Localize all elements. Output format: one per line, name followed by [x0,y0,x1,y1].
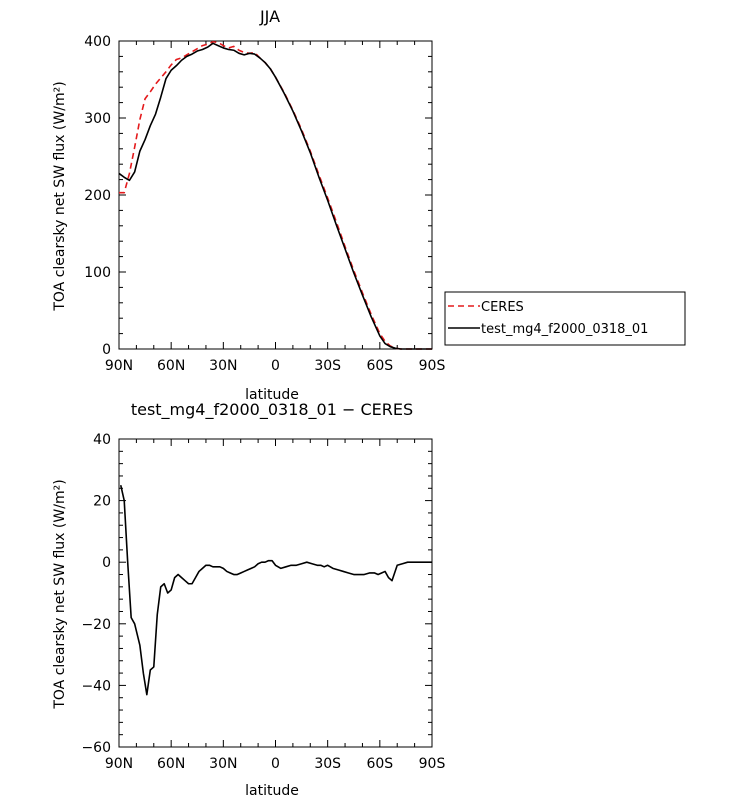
bottom-series-group [119,485,432,696]
bottom-y-tick-label: 40 [93,432,111,448]
top-y-tick-label: 0 [102,342,111,358]
bottom-series-line-difference [119,485,432,696]
top-axis-ticks: 90N 60N 30N 0 30S 60S 90S 0 100 200 300 400 [84,34,445,374]
top-x-tick-label: 0 [271,358,280,374]
top-y-tick-label: 200 [84,188,111,204]
bottom-plot-title: test_mg4_f2000_0318_01 − CERES [131,400,413,420]
bottom-x-tick-label: 30N [209,756,237,772]
top-x-tick-label: 30S [314,358,341,374]
legend-box [444,291,686,346]
bottom-axis-ticks: 90N 60N 30N 0 30S 60S 90S −60 −40 −20 0 20 40 [81,432,445,772]
top-y-axis-label: TOA clearsky net SW flux (W/m²) [52,81,68,311]
bottom-x-tick-label: 60S [366,756,393,772]
bottom-y-tick-label: −20 [81,617,111,633]
bottom-panel: test_mg4_f2000_0318_01 − CERES 90N 60N 30N… [52,400,445,799]
bottom-x-tick-label: 90S [419,756,446,772]
bottom-plot-frame [118,438,433,748]
top-plot-frame [118,40,433,350]
top-series-line-ceres [119,40,432,350]
top-panel: JJA 90N 60N 30N 0 30S 60S 90S 0 100 200 300 400 lat… [52,7,445,403]
legend: CERES test_mg4_f2000_0318_01 [444,291,686,346]
legend-label-model: test_mg4_f2000_0318_01 [481,322,648,337]
top-x-tick-label: 90S [419,358,446,374]
top-x-tick-label: 60N [157,358,185,374]
bottom-y-tick-label: 0 [102,555,111,571]
bottom-y-axis-label: TOA clearsky net SW flux (W/m²) [52,479,68,709]
top-x-tick-label: 60S [366,358,393,374]
top-x-axis-label: latitude [245,387,299,403]
top-x-tick-label: 30N [209,358,237,374]
bottom-y-tick-label: −60 [81,740,111,756]
legend-label-ceres: CERES [481,300,524,315]
bottom-y-tick-label: −40 [81,678,111,694]
bottom-x-tick-label: 90N [105,756,133,772]
bottom-y-tick-label: 20 [93,494,111,510]
top-y-tick-label: 100 [84,265,111,281]
top-plot-title: JJA [259,7,280,26]
top-x-tick-label: 90N [105,358,133,374]
top-series-group [118,40,432,350]
bottom-x-tick-label: 30S [314,756,341,772]
top-y-tick-label: 400 [84,34,111,50]
top-y-tick-label: 300 [84,111,111,127]
bottom-x-tick-label: 0 [271,756,280,772]
bottom-x-tick-label: 60N [157,756,185,772]
top-series-line-test-mg4-f2000-0318-01 [118,42,432,350]
bottom-x-axis-label: latitude [245,783,299,799]
